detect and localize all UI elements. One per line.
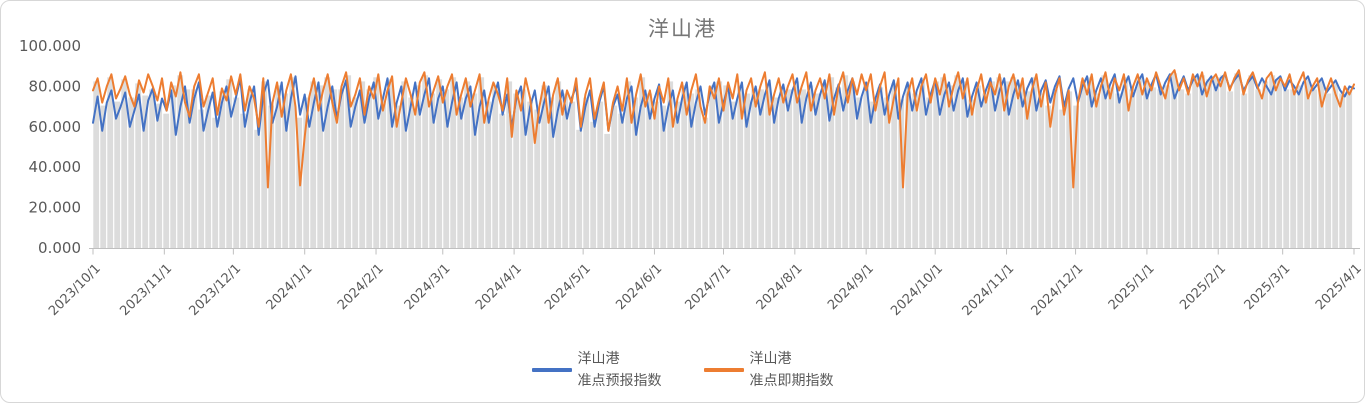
svg-text:2023/11/1: 2023/11/1 [117,261,175,319]
svg-text:2025/3/1: 2025/3/1 [1242,261,1294,313]
svg-text:2023/10/1: 2023/10/1 [46,261,104,319]
legend-swatch-spot-line [703,368,744,372]
legend-item-spot-index: 洋山港 准点即期指数 [703,348,834,392]
svg-text:2024/12/1: 2024/12/1 [1029,261,1087,319]
legend-label-forecast: 洋山港 准点预报指数 [578,348,662,392]
svg-text:0.000: 0.000 [38,239,81,257]
svg-text:2024/5/1: 2024/5/1 [542,261,594,313]
svg-text:60.000: 60.000 [29,118,82,136]
svg-text:80.000: 80.000 [29,77,82,95]
svg-text:2024/9/1: 2024/9/1 [825,261,877,313]
svg-text:2025/2/1: 2025/2/1 [1177,261,1229,313]
svg-text:2024/4/1: 2024/4/1 [473,261,525,313]
svg-text:2024/2/1: 2024/2/1 [335,261,387,313]
chart-canvas: 2023/10/1 2023/11/1 2023/12/1 2024/1/1 2024/… [19,37,1365,319]
svg-text:2024/7/1: 2024/7/1 [682,261,734,313]
svg-text:2024/8/1: 2024/8/1 [754,261,806,313]
svg-text:100.000: 100.000 [19,37,81,55]
legend-label-forecast-line1: 洋山港 [577,351,620,367]
svg-text:2023/12/1: 2023/12/1 [186,261,244,319]
legend-swatch-forecast-line [531,368,572,372]
svg-text:2025/4/1: 2025/4/1 [1313,261,1365,313]
legend-label-spot-line2: 准点即期指数 [749,373,834,389]
svg-text:2024/6/1: 2024/6/1 [613,261,665,313]
svg-text:20.000: 20.000 [29,199,82,217]
legend-label-spot: 洋山港 准点即期指数 [750,348,834,392]
legend-label-spot-line1: 洋山港 [749,351,792,367]
svg-text:2024/1/1: 2024/1/1 [264,261,316,313]
legend-label-forecast-line2: 准点预报指数 [577,373,662,389]
legend-item-forecast-index: 洋山港 准点预报指数 [531,348,662,392]
svg-text:2024/11/1: 2024/11/1 [960,261,1018,319]
chart-title: 洋山港 [648,17,717,41]
svg-text:2024/3/1: 2024/3/1 [402,261,454,313]
svg-text:40.000: 40.000 [29,158,82,176]
chart-legend: 洋山港 准点预报指数 洋山港 准点即期指数 [1,348,1364,392]
svg-text:2024/10/1: 2024/10/1 [888,261,946,319]
svg-text:2025/1/1: 2025/1/1 [1106,261,1158,313]
